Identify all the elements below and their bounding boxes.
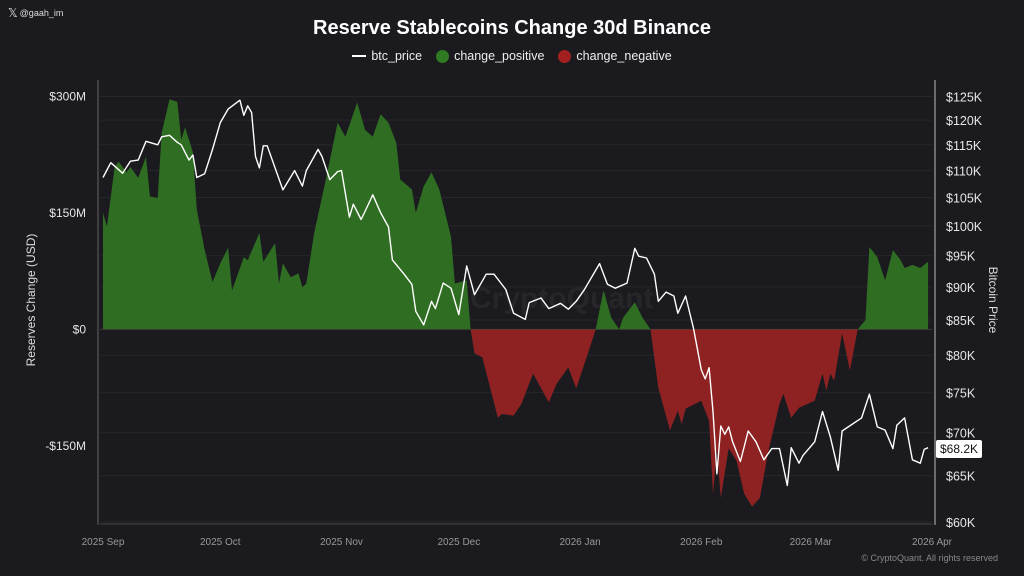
x-tick-label: 2026 Feb — [680, 537, 723, 548]
legend-label: change_negative — [576, 49, 672, 63]
y-axis-right-label: Bitcoin Price — [986, 266, 1000, 334]
y-right-tick-label: $100K — [946, 220, 983, 234]
y-right-tick-label: $120K — [946, 114, 983, 128]
y-right-tick-label: $90K — [946, 281, 976, 295]
y-right-tick-label: $80K — [946, 349, 976, 363]
legend-item-change-positive[interactable]: change_positive — [436, 49, 544, 63]
y-right-tick-label: $115K — [946, 139, 982, 153]
y-right-tick-label: $105K — [946, 192, 983, 206]
last-price-badge: $68.2K — [936, 440, 983, 458]
author-handle-text: @gaah_im — [19, 8, 64, 18]
x-tick-label: 2025 Dec — [437, 537, 480, 548]
legend: btc_price change_positive change_negativ… — [0, 49, 1024, 63]
x-logo-icon: 𝕏 — [8, 6, 18, 20]
y-left-tick-label: $300M — [49, 89, 86, 103]
red-dot-icon — [558, 49, 572, 63]
x-tick-label: 2025 Sep — [82, 537, 125, 548]
legend-label: btc_price — [371, 49, 423, 63]
author-handle: 𝕏 @gaah_im — [8, 6, 63, 20]
legend-label: change_positive — [454, 49, 545, 63]
y-right-tick-label: $60K — [946, 516, 976, 530]
x-tick-label: 2026 Mar — [790, 537, 833, 548]
legend-item-change-negative[interactable]: change_negative — [558, 49, 672, 63]
y-right-tick-label: $85K — [946, 314, 976, 328]
legend-item-btc-price[interactable]: btc_price — [352, 49, 422, 63]
green-dot-icon — [436, 49, 450, 63]
x-tick-label: 2026 Jan — [559, 537, 600, 548]
y-right-tick-label: $110K — [946, 165, 982, 179]
change-positive-area — [103, 99, 929, 330]
y-right-tick-label: $75K — [946, 387, 976, 401]
change-negative-area — [470, 329, 858, 507]
y-right-tick-label: $70K — [946, 427, 976, 441]
btc-price-line — [102, 99, 929, 487]
y-right-tick-label: $95K — [946, 250, 976, 264]
x-tick-label: 2025 Nov — [320, 537, 363, 548]
chart-title: Reserve Stablecoins Change 30d Binance — [313, 17, 711, 39]
brand-watermark: CryptoQuant — [470, 282, 654, 315]
line-swatch-icon — [352, 55, 367, 57]
y-axis-left-label: Reserves Change (USD) — [24, 233, 38, 367]
y-left-tick-label: $0 — [73, 322, 87, 336]
x-tick-label: 2026 Apr — [912, 537, 953, 548]
x-tick-label: 2025 Oct — [200, 537, 241, 548]
y-left-tick-label: $150M — [49, 206, 86, 220]
y-right-tick-label: $65K — [946, 470, 976, 484]
copyright-text: © CryptoQuant. All rights reserved — [861, 553, 998, 563]
y-right-tick-label: $125K — [946, 90, 983, 104]
y-left-tick-label: -$150M — [45, 439, 86, 453]
